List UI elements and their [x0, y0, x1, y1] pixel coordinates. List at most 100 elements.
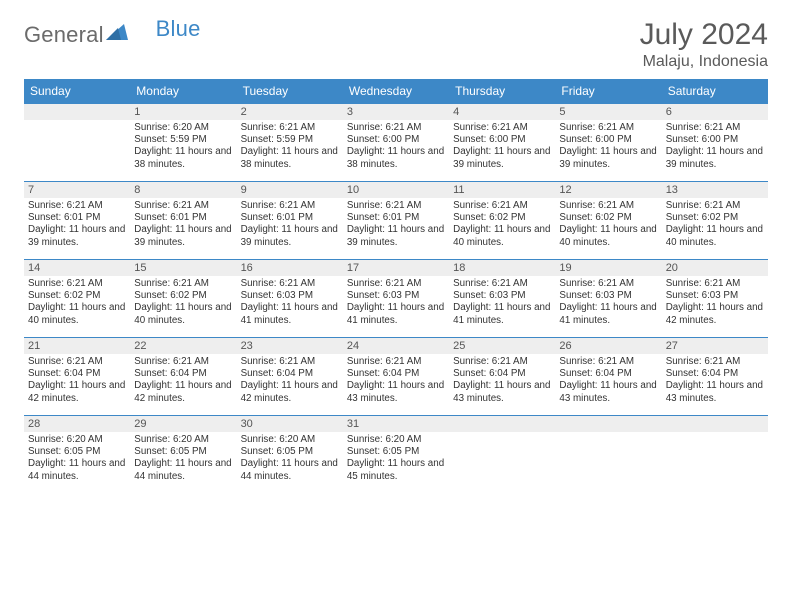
day-info: Sunrise: 6:21 AMSunset: 6:04 PMDaylight:…	[666, 356, 764, 405]
day-info: Sunrise: 6:21 AMSunset: 6:04 PMDaylight:…	[28, 356, 126, 405]
daylight-text: Daylight: 11 hours and 40 minutes.	[134, 302, 232, 326]
daylight-text: Daylight: 11 hours and 43 minutes.	[453, 380, 551, 404]
sunrise-text: Sunrise: 6:20 AM	[347, 434, 445, 446]
day-cell: 23Sunrise: 6:21 AMSunset: 6:04 PMDayligh…	[237, 337, 343, 415]
sunset-text: Sunset: 6:00 PM	[453, 134, 551, 146]
day-info: Sunrise: 6:21 AMSunset: 6:03 PMDaylight:…	[559, 278, 657, 327]
sunset-text: Sunset: 6:04 PM	[453, 368, 551, 380]
day-cell: 31Sunrise: 6:20 AMSunset: 6:05 PMDayligh…	[343, 415, 449, 493]
day-number: 26	[555, 337, 661, 354]
sunset-text: Sunset: 6:00 PM	[347, 134, 445, 146]
daylight-text: Daylight: 11 hours and 43 minutes.	[559, 380, 657, 404]
sunrise-text: Sunrise: 6:21 AM	[666, 200, 764, 212]
day-number	[24, 103, 130, 120]
daylight-text: Daylight: 11 hours and 38 minutes.	[134, 146, 232, 170]
sunrise-text: Sunrise: 6:20 AM	[134, 122, 232, 134]
day-info: Sunrise: 6:21 AMSunset: 6:03 PMDaylight:…	[453, 278, 551, 327]
day-info: Sunrise: 6:21 AMSunset: 6:02 PMDaylight:…	[666, 200, 764, 249]
day-cell	[24, 103, 130, 181]
sunset-text: Sunset: 6:02 PM	[28, 290, 126, 302]
day-number: 21	[24, 337, 130, 354]
day-number: 19	[555, 259, 661, 276]
sunrise-text: Sunrise: 6:21 AM	[559, 122, 657, 134]
sunset-text: Sunset: 6:04 PM	[28, 368, 126, 380]
day-number: 8	[130, 181, 236, 198]
daylight-text: Daylight: 11 hours and 39 minutes.	[134, 224, 232, 248]
sunrise-text: Sunrise: 6:21 AM	[241, 278, 339, 290]
day-info: Sunrise: 6:21 AMSunset: 6:02 PMDaylight:…	[134, 278, 232, 327]
sunrise-text: Sunrise: 6:20 AM	[28, 434, 126, 446]
sunset-text: Sunset: 6:04 PM	[666, 368, 764, 380]
day-cell: 5Sunrise: 6:21 AMSunset: 6:00 PMDaylight…	[555, 103, 661, 181]
day-cell	[555, 415, 661, 493]
week-row: 14Sunrise: 6:21 AMSunset: 6:02 PMDayligh…	[24, 259, 768, 337]
day-number: 6	[662, 103, 768, 120]
sunset-text: Sunset: 6:00 PM	[666, 134, 764, 146]
sunrise-text: Sunrise: 6:21 AM	[134, 356, 232, 368]
day-info: Sunrise: 6:20 AMSunset: 6:05 PMDaylight:…	[134, 434, 232, 483]
sunset-text: Sunset: 5:59 PM	[241, 134, 339, 146]
day-number: 3	[343, 103, 449, 120]
sunrise-text: Sunrise: 6:21 AM	[559, 278, 657, 290]
week-row: 1Sunrise: 6:20 AMSunset: 5:59 PMDaylight…	[24, 103, 768, 181]
brand-word2: Blue	[156, 16, 201, 42]
day-cell: 27 Sunrise: 6:21 AMSunset: 6:04 PMDayligh…	[662, 337, 768, 415]
sunset-text: Sunset: 6:01 PM	[241, 212, 339, 224]
sunrise-text: Sunrise: 6:21 AM	[347, 356, 445, 368]
brand-word1: General	[24, 22, 104, 48]
day-cell: 8 Sunrise: 6:21 AMSunset: 6:01 PMDaylight…	[130, 181, 236, 259]
sunrise-text: Sunrise: 6:21 AM	[453, 200, 551, 212]
sunset-text: Sunset: 6:03 PM	[453, 290, 551, 302]
logo-triangle-icon	[106, 24, 128, 45]
daylight-text: Daylight: 11 hours and 41 minutes.	[241, 302, 339, 326]
day-cell: 7Sunrise: 6:21 AMSunset: 6:01 PMDaylight…	[24, 181, 130, 259]
day-cell: 12Sunrise: 6:21 AMSunset: 6:02 PMDayligh…	[555, 181, 661, 259]
day-info: Sunrise: 6:21 AMSunset: 6:01 PMDaylight:…	[28, 200, 126, 249]
weekday-header: Sunday Monday Tuesday Wednesday Thursday…	[24, 79, 768, 103]
daylight-text: Daylight: 11 hours and 42 minutes.	[666, 302, 764, 326]
day-info: Sunrise: 6:21 AMSunset: 6:02 PMDaylight:…	[453, 200, 551, 249]
daylight-text: Daylight: 11 hours and 45 minutes.	[347, 458, 445, 482]
daylight-text: Daylight: 11 hours and 44 minutes.	[241, 458, 339, 482]
daylight-text: Daylight: 11 hours and 39 minutes.	[241, 224, 339, 248]
sunrise-text: Sunrise: 6:21 AM	[347, 122, 445, 134]
day-number: 30	[237, 415, 343, 432]
day-info: Sunrise: 6:21 AMSunset: 6:00 PMDaylight:…	[666, 122, 764, 171]
day-info: Sunrise: 6:20 AMSunset: 5:59 PMDaylight:…	[134, 122, 232, 171]
day-info: Sunrise: 6:21 AMSunset: 6:04 PMDaylight:…	[241, 356, 339, 405]
daylight-text: Daylight: 11 hours and 41 minutes.	[453, 302, 551, 326]
daylight-text: Daylight: 11 hours and 41 minutes.	[347, 302, 445, 326]
day-cell: 14Sunrise: 6:21 AMSunset: 6:02 PMDayligh…	[24, 259, 130, 337]
day-info: Sunrise: 6:21 AMSunset: 6:01 PMDaylight:…	[134, 200, 232, 249]
day-cell: 24Sunrise: 6:21 AMSunset: 6:04 PMDayligh…	[343, 337, 449, 415]
day-number: 27	[662, 337, 768, 354]
daylight-text: Daylight: 11 hours and 44 minutes.	[28, 458, 126, 482]
sunset-text: Sunset: 6:03 PM	[347, 290, 445, 302]
daylight-text: Daylight: 11 hours and 42 minutes.	[134, 380, 232, 404]
daylight-text: Daylight: 11 hours and 39 minutes.	[28, 224, 126, 248]
day-cell: 10 Sunrise: 6:21 AMSunset: 6:01 PMDayligh…	[343, 181, 449, 259]
day-cell: 21 Sunrise: 6:21 AMSunset: 6:04 PMDayligh…	[24, 337, 130, 415]
daylight-text: Daylight: 11 hours and 38 minutes.	[347, 146, 445, 170]
day-info: Sunrise: 6:21 AMSunset: 6:01 PMDaylight:…	[347, 200, 445, 249]
day-cell: 26Sunrise: 6:21 AMSunset: 6:04 PMDayligh…	[555, 337, 661, 415]
day-number: 10	[343, 181, 449, 198]
sunset-text: Sunset: 6:01 PM	[347, 212, 445, 224]
sunrise-text: Sunrise: 6:20 AM	[134, 434, 232, 446]
weekday-fri: Friday	[555, 79, 661, 103]
day-cell: 28Sunrise: 6:20 AMSunset: 6:05 PMDayligh…	[24, 415, 130, 493]
sunset-text: Sunset: 6:02 PM	[453, 212, 551, 224]
day-number: 24	[343, 337, 449, 354]
day-info: Sunrise: 6:21 AMSunset: 6:03 PMDaylight:…	[347, 278, 445, 327]
sunset-text: Sunset: 6:05 PM	[134, 446, 232, 458]
sunset-text: Sunset: 6:05 PM	[347, 446, 445, 458]
day-cell	[662, 415, 768, 493]
sunrise-text: Sunrise: 6:21 AM	[241, 200, 339, 212]
sunrise-text: Sunrise: 6:21 AM	[666, 122, 764, 134]
sunrise-text: Sunrise: 6:21 AM	[241, 122, 339, 134]
day-cell: 2Sunrise: 6:21 AMSunset: 5:59 PMDaylight…	[237, 103, 343, 181]
day-cell: 15 Sunrise: 6:21 AMSunset: 6:02 PMDayligh…	[130, 259, 236, 337]
day-number: 15	[130, 259, 236, 276]
day-info: Sunrise: 6:20 AMSunset: 6:05 PMDaylight:…	[28, 434, 126, 483]
day-number: 5	[555, 103, 661, 120]
